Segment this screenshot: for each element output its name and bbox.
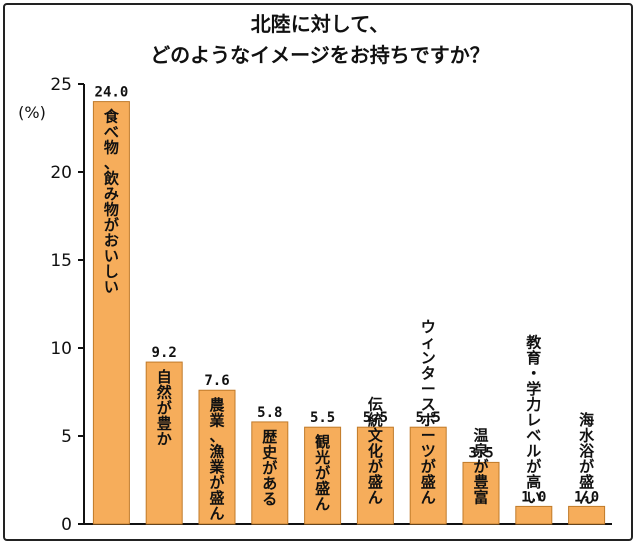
chart-title-line-2: どのようなイメージをお持ちですか？ bbox=[150, 43, 490, 67]
y-tick-label: 20 bbox=[50, 163, 72, 183]
bar bbox=[356, 426, 394, 525]
bar-value-label: 1.0 bbox=[574, 489, 599, 505]
bar-value-label: 3.5 bbox=[468, 445, 493, 461]
y-tick-label: 5 bbox=[61, 427, 72, 447]
y-axis-unit-label: (%) bbox=[18, 103, 46, 122]
bar-value-label: 1.0 bbox=[521, 489, 546, 505]
y-tick-label: 15 bbox=[50, 251, 72, 271]
x-category-label: ウィンタースポーツが盛ん bbox=[421, 318, 437, 507]
x-category-label: 自然が豊か bbox=[157, 368, 173, 448]
x-category-label: 海水浴が盛ん bbox=[579, 411, 595, 507]
y-tick-label: 25 bbox=[50, 75, 72, 95]
y-tick-label: 10 bbox=[50, 339, 72, 359]
bar bbox=[198, 389, 236, 525]
bar-value-label: 5.5 bbox=[416, 410, 441, 426]
bar-value-label: 5.8 bbox=[257, 405, 282, 421]
bar-value-label: 5.5 bbox=[363, 410, 388, 426]
bar-value-label: 5.5 bbox=[310, 410, 335, 426]
y-tick-label: 0 bbox=[61, 515, 72, 535]
x-category-label: 食べ物、飲み物がおいしい bbox=[103, 108, 120, 297]
chart-title-line-1: 北陸に対して、 bbox=[251, 12, 389, 36]
bar bbox=[409, 426, 447, 525]
x-category-label: 観光が盛ん bbox=[314, 433, 331, 513]
x-category-label: 教育・学力レベルが高い bbox=[525, 334, 542, 507]
bar bbox=[568, 505, 606, 525]
bar-value-label: 7.6 bbox=[204, 373, 229, 389]
x-category-label: 農業、漁業が盛ん bbox=[208, 396, 225, 523]
bar bbox=[145, 361, 183, 525]
bar-value-label: 9.2 bbox=[152, 345, 177, 361]
bar bbox=[462, 461, 500, 525]
bar bbox=[304, 426, 342, 525]
bar bbox=[92, 101, 130, 525]
x-category-label: 伝統文化が盛ん bbox=[368, 396, 384, 507]
x-category-label: 歴史がある bbox=[262, 428, 278, 508]
bar-value-label: 24.0 bbox=[95, 85, 129, 101]
bar bbox=[251, 421, 289, 525]
x-category-label: 温泉が豊富 bbox=[472, 427, 489, 507]
bar bbox=[515, 505, 553, 525]
